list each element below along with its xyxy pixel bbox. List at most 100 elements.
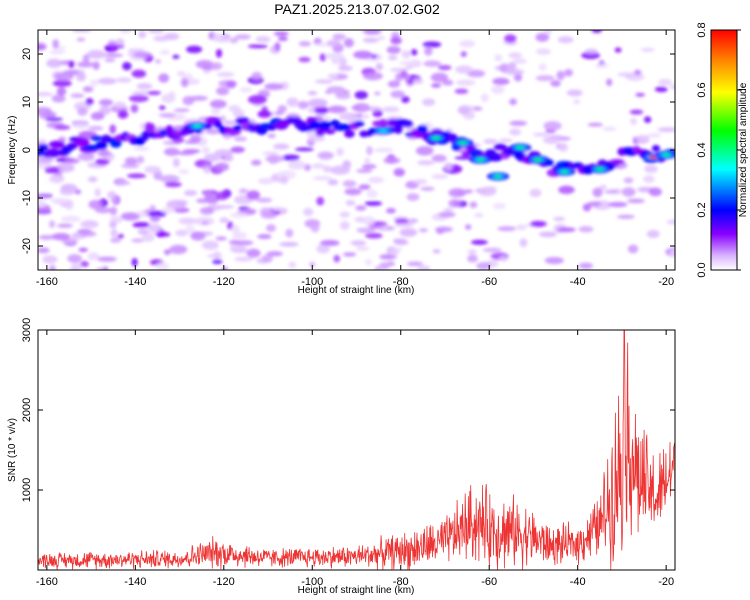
spectrogram-cell [352,103,371,113]
spectrogram-cell [203,166,211,174]
spectrogram-ridge-cell [315,128,325,137]
spectrogram-cell [209,99,227,109]
spectrogram-cell [466,69,486,78]
spectrogram-cell [121,212,140,221]
spectrogram-cell [644,164,658,173]
spectrogram-cell [654,86,668,93]
spectrogram-cell [342,252,357,257]
spectrogram-cell [86,49,106,59]
spectrogram-cell [169,244,188,255]
spectrogram-cell [147,30,165,34]
spectrogram-cell [90,112,105,121]
spectrogram-cell [366,145,373,156]
spectrogram-cell [38,92,54,97]
spectrogram-ridge-cell [378,119,389,127]
spectrogram-cell [288,261,297,269]
spectrogram-cell [122,61,132,71]
spectrogram-cell [415,146,434,156]
spectrogram-cell [390,90,405,99]
spectrogram-cell [303,207,314,217]
spectrogram-cell [204,153,221,162]
spectrogram-cell [509,98,517,106]
spectrogram-ridge-cell [50,140,65,149]
spectrogram-ridge-cell [38,143,49,151]
colorbar-tick-label: 0.4 [696,142,708,157]
spectrogram-cell [232,231,247,240]
spectrogram-hotspot [379,129,388,133]
spectrogram-cell [257,234,272,240]
spectrogram-cell [591,30,603,34]
spectrogram-cell [497,226,517,232]
chart-title: PAZ1.2025.213.07.02.G02 [274,1,440,17]
spectrogram-cell [556,70,565,81]
spectrogram-cell [406,193,420,201]
spectrogram-cell [119,30,132,34]
spectrogram-cell [257,110,272,118]
snr-y-label: SNR (10 * v/v) [7,418,18,482]
spectrogram-cell [647,132,662,138]
spectrogram-cell [138,30,147,39]
spectrogram-cell [80,260,89,268]
spectrogram-cell [387,80,401,88]
spectrogram-cell [474,212,484,218]
spectrogram-cell [117,109,129,119]
spectrogram-cell [277,104,287,113]
spectrogram-cell [454,156,474,160]
spectrogram-cell [42,255,58,264]
spectrogram-cell [109,206,118,216]
spectrogram-cell [558,143,569,152]
spectrogram-cell [132,221,151,228]
spectrogram-cell [532,132,549,137]
spectrogram-cell [201,66,213,71]
spectrogram-cell [310,223,320,233]
spectrogram-cell [386,46,401,54]
spectrogram-cell [224,134,231,140]
spectrogram-cell [38,161,52,169]
spectrogram-cell [95,207,112,214]
spectrogram-cell [621,187,636,197]
spectrogram-ridge-cell [445,133,458,142]
spectrogram-cell [115,38,125,47]
spectrogram-cell [121,163,140,169]
spectrogram-cell [215,236,227,241]
spectrogram-cell [635,92,646,97]
spectrogram-cell [365,232,383,239]
spectrogram-cell [176,151,196,156]
spectrogram-blobs [38,30,675,270]
spectrogram-cell [319,53,327,62]
spectrogram-ridge-cell [232,125,243,131]
spectrogram-cell [103,53,124,58]
spectrogram-cell [553,216,566,222]
spectrogram-cell [492,77,510,86]
spectrogram-cell [77,61,94,68]
spectrogram-cell [364,201,383,206]
spectrogram-cell [361,164,377,169]
spectrogram-cell [56,86,67,96]
spectrogram-ridge-cell [95,141,108,150]
spectrogram-cell [177,70,185,77]
x-tick-label: -20 [658,576,674,588]
spectrogram-cell [457,105,470,115]
spectrogram-cell [467,249,477,256]
spectrogram-cell [230,247,249,254]
spectrogram-cell [95,158,110,166]
spectrogram-cell [327,179,339,186]
spectrogram-cell [443,207,454,212]
spectrogram-hotspot [662,153,671,157]
spectrogram-cell [469,201,478,209]
spectrogram-cell [336,147,344,157]
spectrogram-cell [356,227,376,234]
spectrogram-cell [627,198,645,204]
spectrogram-cell [543,121,562,131]
spectrogram-ridge-cell [324,129,336,135]
spectrogram-cell [88,199,103,210]
spectrogram-cell [422,41,442,48]
spectrogram-cell [550,80,561,87]
spectrogram-cell [343,38,354,48]
spectrogram-cell [131,258,138,267]
spectrogram-cell [538,63,547,71]
spectrogram-cell [316,196,325,206]
spectrogram-cell [573,99,580,105]
spectrogram-cell [96,267,108,270]
spectrogram-y-label: Frequency (Hz) [7,116,18,185]
